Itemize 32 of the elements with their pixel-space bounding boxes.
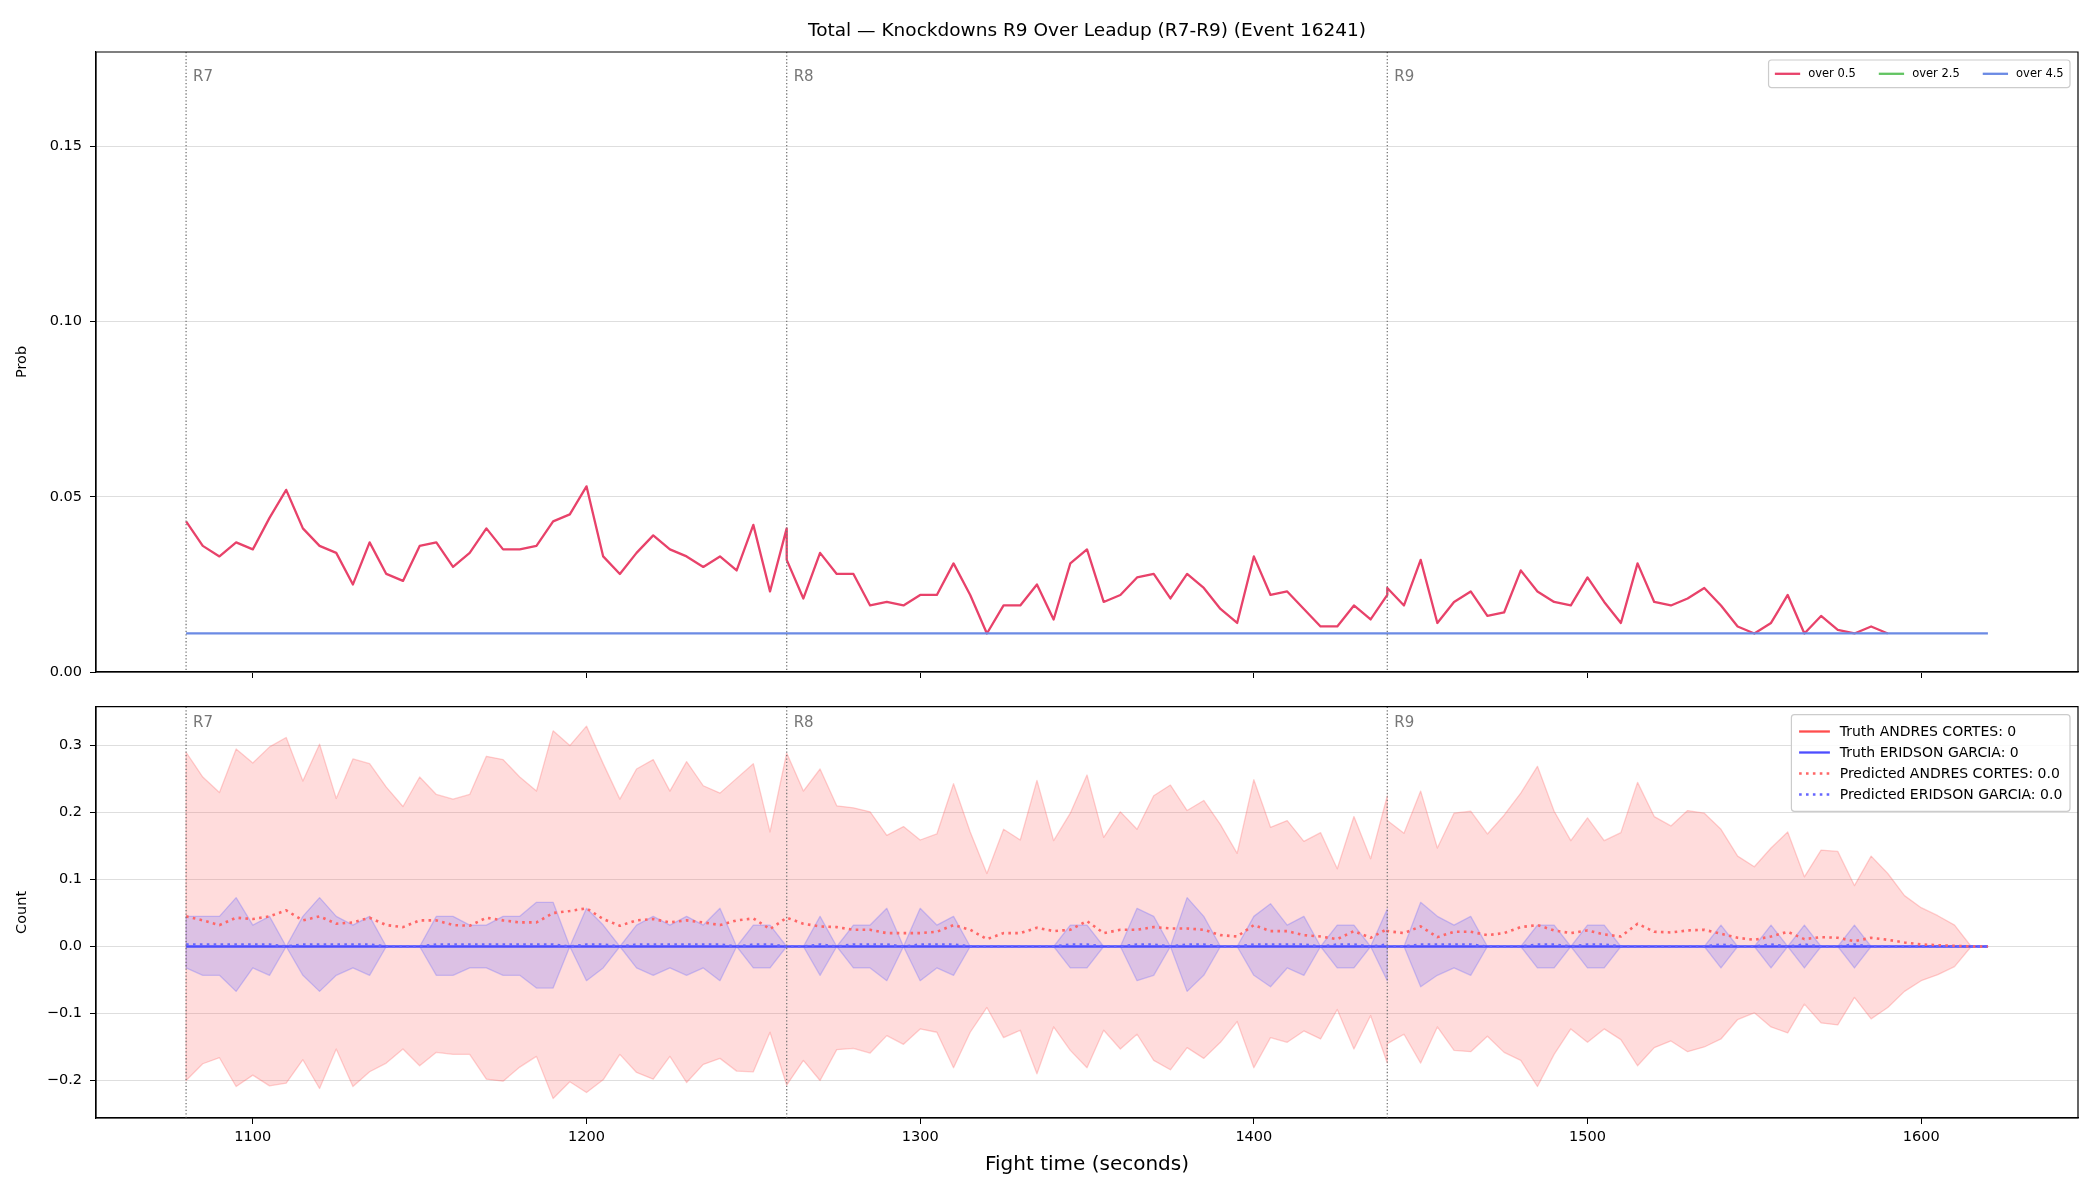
x-tick-label: 1400 — [1235, 1128, 1273, 1145]
legend-label: Predicted ANDRES CORTES: 0.0 — [1839, 764, 2060, 781]
legend-label: Truth ERIDSON GARCIA: 0 — [1838, 743, 2019, 760]
y-axis-title: Prob — [13, 345, 30, 379]
ref-line-label: R7 — [193, 713, 214, 732]
x-tick-label: 1100 — [234, 1128, 272, 1145]
chart-title: Total — Knockdowns R9 Over Leadup (R7-R9) (Event 16241) — [806, 18, 1367, 40]
legend-label: over 2.5 — [1912, 66, 1960, 81]
legend-label: Predicted ERIDSON GARCIA: 0.0 — [1839, 785, 2063, 802]
y-tick-label: 0.2 — [58, 803, 82, 820]
ref-line-label: R8 — [793, 713, 814, 732]
x-axis-title: Fight time (seconds) — [984, 1151, 1190, 1176]
x-tick-label: 1600 — [1902, 1128, 1940, 1145]
x-tick-label: 1500 — [1569, 1128, 1606, 1145]
ref-line-label: R9 — [1394, 713, 1415, 732]
y-tick-label: −0.1 — [46, 1004, 82, 1021]
x-tick-label: 1300 — [901, 1128, 939, 1145]
y-tick-label: 0.15 — [49, 137, 82, 154]
legend-label: Truth ANDRES CORTES: 0 — [1838, 722, 2017, 739]
y-axis-title: Count — [13, 890, 30, 934]
ref-line-label: R7 — [193, 66, 214, 85]
y-tick-label: 0.05 — [49, 487, 82, 504]
y-tick-label: 0.1 — [58, 870, 82, 887]
legend-label: over 0.5 — [1808, 66, 1856, 81]
ref-line-label: R8 — [793, 66, 814, 85]
y-tick-label: 0.0 — [58, 937, 82, 954]
x-tick-label: 1200 — [568, 1128, 605, 1145]
y-tick-label: 0.10 — [49, 312, 82, 329]
y-tick-label: 0.00 — [49, 662, 82, 679]
y-tick-label: −0.2 — [46, 1071, 82, 1088]
ref-line-label: R9 — [1394, 66, 1415, 85]
y-tick-label: 0.3 — [58, 736, 82, 753]
